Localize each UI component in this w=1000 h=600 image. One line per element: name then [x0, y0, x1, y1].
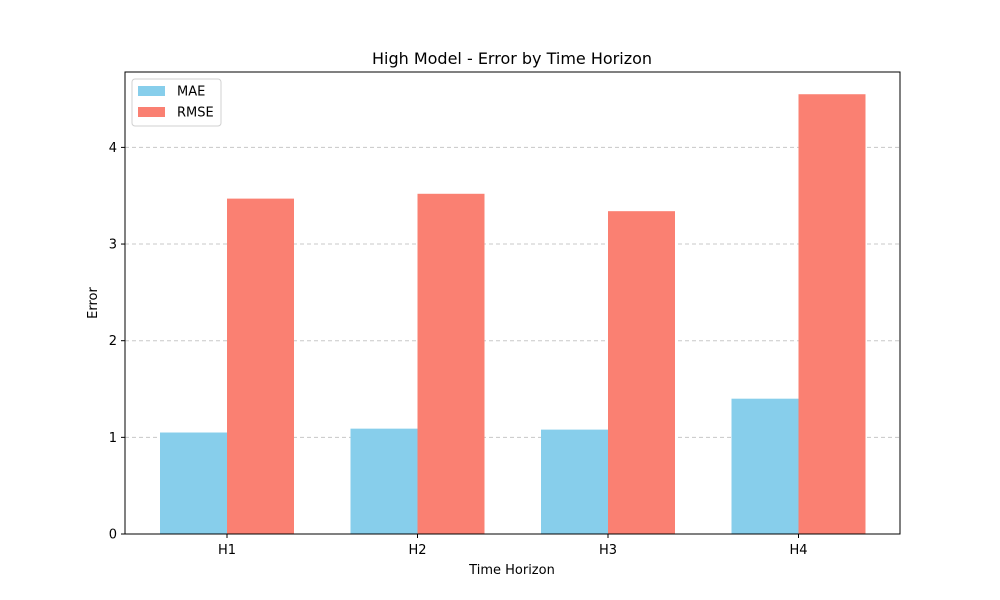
- bar-mae-h4: [731, 398, 799, 534]
- y-tick-label: 1: [109, 431, 117, 446]
- y-tick-label: 3: [109, 238, 117, 253]
- legend-label-mae: MAE: [177, 85, 205, 100]
- x-axis-label: Time Horizon: [468, 563, 555, 578]
- bar-rmse-h2: [417, 193, 485, 535]
- x-tick-label: H3: [599, 543, 617, 558]
- y-axis: 0 1 2 3 4: [109, 141, 125, 543]
- y-axis-label: Error: [86, 287, 101, 319]
- chart-title: High Model - Error by Time Horizon: [372, 49, 652, 68]
- legend-label-rmse: RMSE: [177, 106, 214, 121]
- legend-swatch-mae: [138, 86, 165, 96]
- bar-rmse-h4: [798, 94, 866, 534]
- bar-rmse-h3: [608, 211, 675, 534]
- y-tick-label: 4: [109, 141, 117, 156]
- legend: MAE RMSE: [131, 78, 222, 127]
- x-tick-label: H1: [218, 543, 236, 558]
- x-axis: H1 H2 H3 H4: [218, 534, 808, 558]
- legend-swatch-rmse: [138, 107, 165, 117]
- y-tick-label: 2: [109, 334, 117, 349]
- bars: [160, 94, 866, 535]
- bar-mae-h1: [160, 432, 227, 534]
- x-tick-label: H2: [408, 543, 426, 558]
- bar-rmse-h1: [227, 198, 294, 535]
- y-tick-label: 0: [109, 528, 117, 543]
- bar-mae-h3: [541, 429, 608, 534]
- plot-frame: [124, 71, 901, 535]
- x-tick-label: H4: [789, 543, 807, 558]
- bar-mae-h2: [350, 428, 418, 534]
